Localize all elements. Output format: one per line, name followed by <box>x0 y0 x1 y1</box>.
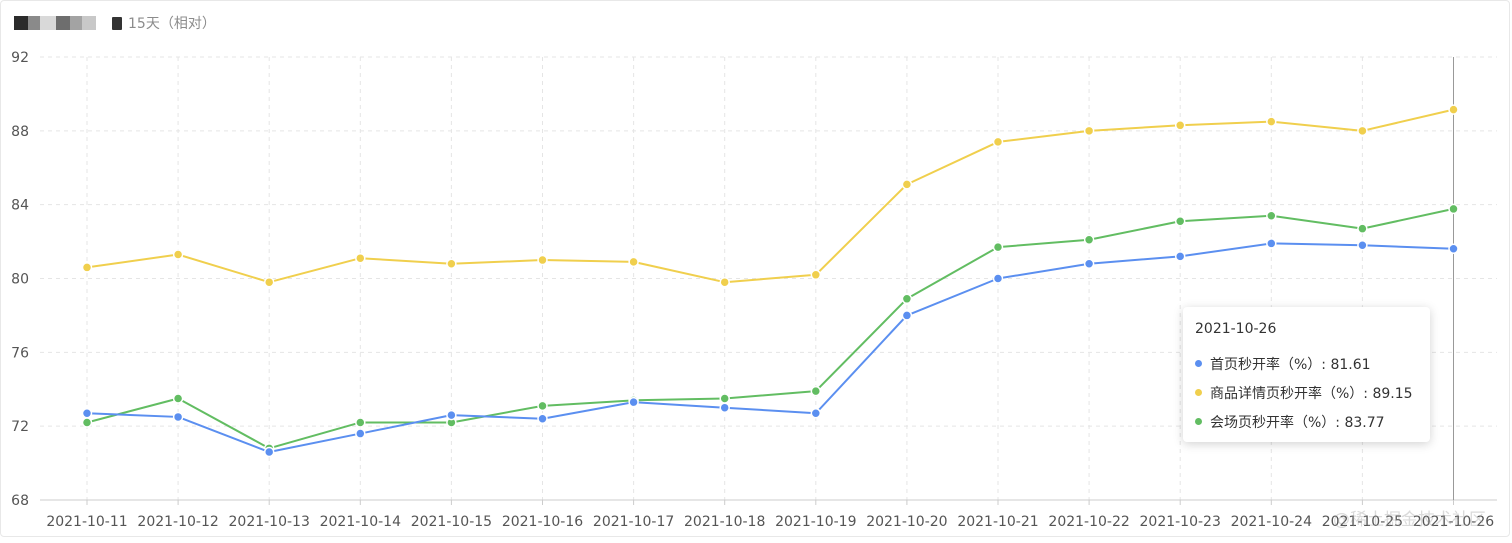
data-point <box>1448 203 1459 215</box>
data-point <box>810 407 822 419</box>
data-point <box>1174 120 1186 131</box>
y-tick-label: 76 <box>11 345 29 361</box>
data-point <box>719 402 730 413</box>
data-point <box>1357 223 1368 234</box>
legend-dot-icon <box>1195 418 1202 425</box>
data-point <box>537 400 548 412</box>
data-point <box>1266 116 1277 127</box>
data-point <box>901 310 913 321</box>
x-tick-label: 2021-10-20 <box>866 514 947 530</box>
x-tick-label: 2021-10-18 <box>684 514 765 530</box>
data-point <box>355 252 366 264</box>
data-point <box>263 276 275 288</box>
x-tick-label: 2021-10-23 <box>1140 514 1221 530</box>
data-point <box>446 258 457 269</box>
x-tick-label: 2021-10-24 <box>1231 514 1312 530</box>
data-point <box>1266 210 1277 221</box>
y-tick-label: 92 <box>11 50 29 66</box>
x-tick-label: 2021-10-12 <box>137 514 218 530</box>
data-point <box>1174 216 1186 227</box>
data-point <box>537 254 548 266</box>
time-range-label[interactable]: 15天（相对） <box>128 16 216 32</box>
data-point <box>1083 234 1095 245</box>
y-tick-label: 72 <box>11 419 29 435</box>
data-point <box>901 179 913 190</box>
x-tick-label: 2021-10-21 <box>957 514 1038 530</box>
y-tick-label: 68 <box>11 493 29 509</box>
watermark: @稀土掘金技术社区 <box>1333 510 1486 530</box>
x-tick-label: 2021-10-22 <box>1048 514 1129 530</box>
data-point <box>992 136 1004 148</box>
y-tick-label: 80 <box>11 272 29 288</box>
x-tick-label: 2021-10-11 <box>46 514 127 530</box>
x-tick-label: 2021-10-15 <box>411 514 492 530</box>
tooltip-row-label: 首页秒开率（%）: 81.61 <box>1210 356 1371 373</box>
data-point <box>172 249 184 260</box>
data-point <box>1083 258 1095 269</box>
data-point <box>992 241 1004 253</box>
series-line <box>86 207 1454 450</box>
data-point <box>81 407 93 419</box>
legend-dot-icon <box>1195 389 1202 396</box>
data-point <box>992 273 1004 284</box>
data-point <box>810 269 822 281</box>
data-point <box>901 293 913 305</box>
data-point <box>1357 240 1368 251</box>
data-point <box>1083 125 1095 137</box>
x-tick-label: 2021-10-17 <box>593 514 674 530</box>
data-point <box>719 393 730 404</box>
data-point <box>628 396 639 408</box>
data-point <box>810 385 822 397</box>
time-range-icon <box>112 16 122 30</box>
tooltip-row-homepage: 首页秒开率（%）: 81.61 <box>1195 349 1418 378</box>
data-point <box>172 411 184 423</box>
chart-tooltip: 2021-10-26 首页秒开率（%）: 81.61 商品详情页秒开率（%）: … <box>1183 307 1430 442</box>
series-line <box>86 242 1454 454</box>
data-point <box>719 276 730 288</box>
data-point <box>81 417 93 428</box>
data-point <box>1448 243 1459 255</box>
y-tick-label: 84 <box>11 198 29 214</box>
tooltip-row-label: 会场页秒开率（%）: 83.77 <box>1210 414 1385 431</box>
data-point <box>81 262 93 273</box>
chart-header: 15天（相对） <box>14 12 216 34</box>
tooltip-row-label: 商品详情页秒开率（%）: 89.15 <box>1210 385 1413 402</box>
series-line <box>86 108 1454 284</box>
tooltip-row-product-detail: 商品详情页秒开率（%）: 89.15 <box>1195 378 1418 407</box>
data-point <box>537 413 548 425</box>
data-point <box>1266 238 1277 249</box>
x-tick-label: 2021-10-25 <box>1322 514 1403 530</box>
x-tick-label: 2021-10-14 <box>320 514 401 530</box>
x-tick-label: 2021-10-26 <box>1413 514 1494 530</box>
data-point <box>355 428 366 439</box>
data-point <box>355 417 366 428</box>
data-point <box>446 409 457 421</box>
y-tick-label: 88 <box>11 124 29 140</box>
x-tick-label: 2021-10-19 <box>775 514 856 530</box>
data-point <box>172 393 184 404</box>
data-point <box>1357 125 1368 137</box>
x-tick-label: 2021-10-13 <box>229 514 310 530</box>
tooltip-row-venue: 会场页秒开率（%）: 83.77 <box>1195 407 1418 436</box>
redacted-title <box>14 16 96 30</box>
data-point <box>263 446 275 458</box>
legend-dot-icon <box>1195 360 1202 367</box>
data-point <box>628 256 639 268</box>
data-point <box>1448 104 1459 115</box>
tooltip-title: 2021-10-26 <box>1195 321 1277 337</box>
data-point <box>1174 251 1186 262</box>
x-tick-label: 2021-10-16 <box>502 514 583 530</box>
